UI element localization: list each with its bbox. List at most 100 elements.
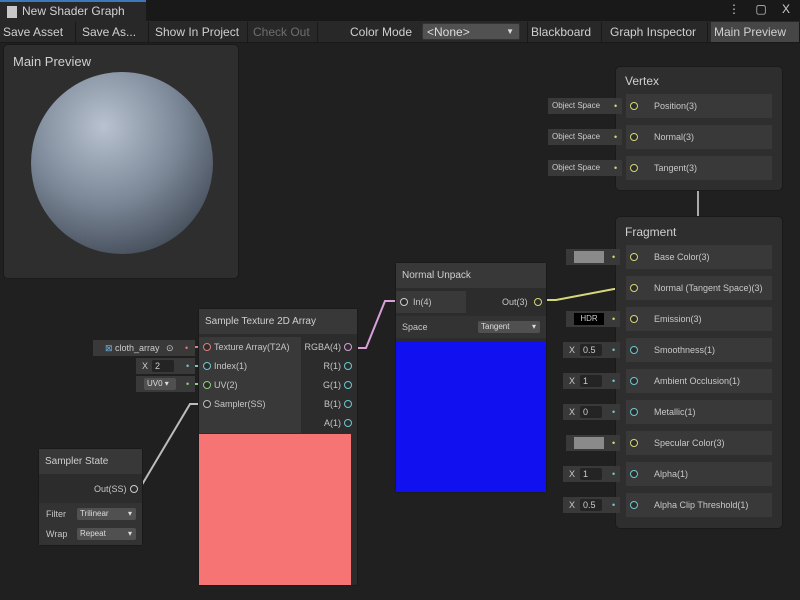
port-dot: •	[614, 132, 618, 142]
uv-value: UV0	[147, 379, 163, 388]
vertex-slot[interactable]: Position(3)	[626, 94, 772, 118]
fragment-inline-input[interactable]: HDR •	[566, 311, 620, 327]
uv-input[interactable]: UV0 ▾ •	[136, 376, 195, 392]
save-as-button[interactable]: Save As...	[79, 22, 149, 42]
wrap-value: Repeat	[80, 529, 106, 538]
slot-label: Normal(3)	[654, 132, 695, 142]
input-port[interactable]	[203, 400, 211, 408]
slot-label: Position(3)	[654, 101, 698, 111]
save-asset-button[interactable]: Save Asset	[0, 22, 76, 42]
in-port[interactable]	[400, 298, 408, 306]
color-swatch[interactable]	[574, 437, 604, 449]
slot-port[interactable]	[630, 315, 638, 323]
color-swatch[interactable]	[574, 251, 604, 263]
vertex-inline-input[interactable]: Object Space •	[548, 160, 622, 176]
texture-array-value: cloth_array	[115, 343, 160, 353]
fragment-inline-input[interactable]: X 0.5 •	[563, 497, 620, 513]
value-field[interactable]: 0.5	[580, 499, 602, 511]
out-port-label: Out(SS)	[94, 484, 127, 494]
slot-port[interactable]	[630, 408, 638, 416]
graph-inspector-button[interactable]: Graph Inspector	[607, 22, 708, 42]
fragment-slot[interactable]: Metallic(1)	[626, 400, 772, 424]
space-value: Object Space	[552, 132, 601, 141]
main-preview-panel: Main Preview	[3, 44, 239, 279]
port-dot: •	[612, 438, 616, 448]
x-label: X	[142, 361, 149, 371]
fragment-inline-input[interactable]: •	[566, 435, 620, 451]
index-input[interactable]: X 2 •	[136, 358, 195, 374]
slot-label: Metallic(1)	[654, 407, 696, 417]
input-port[interactable]	[203, 362, 211, 370]
input-port[interactable]	[203, 381, 211, 389]
blackboard-button[interactable]: Blackboard	[527, 22, 602, 42]
slot-label: Alpha(1)	[654, 469, 689, 479]
fragment-slot[interactable]: Alpha Clip Threshold(1)	[626, 493, 772, 517]
output-port[interactable]	[344, 400, 352, 408]
slot-port[interactable]	[630, 439, 638, 447]
value-field[interactable]: 1	[580, 468, 602, 480]
object-picker-icon[interactable]: ⊙	[166, 343, 174, 353]
sampler-out-port[interactable]	[130, 485, 138, 493]
check-out-button[interactable]: Check Out	[250, 22, 318, 42]
fragment-slot[interactable]: Normal (Tangent Space)(3)	[626, 276, 772, 300]
port-dot: •	[612, 469, 616, 479]
color-mode-dropdown[interactable]: <None> ▼	[422, 23, 520, 40]
filter-dropdown[interactable]: Trilinear ▾	[77, 508, 136, 520]
space-dropdown[interactable]: Tangent ▾	[478, 321, 540, 333]
vertex-slot[interactable]: Normal(3)	[626, 125, 772, 149]
sample-texture-node[interactable]: Sample Texture 2D Array Texture Array(T2…	[198, 308, 358, 586]
fragment-slot[interactable]: Alpha(1)	[626, 462, 772, 486]
normal-unpack-node[interactable]: Normal Unpack In(4) Out(3) Space Tangent…	[395, 262, 547, 493]
vertex-inline-input[interactable]: Object Space •	[548, 98, 622, 114]
slot-port[interactable]	[630, 133, 638, 141]
index-value[interactable]: 2	[152, 360, 174, 372]
slot-label: Normal (Tangent Space)(3)	[654, 283, 763, 293]
fragment-inline-input[interactable]: X 0.5 •	[563, 342, 620, 358]
sample-texture-title: Sample Texture 2D Array	[199, 309, 357, 334]
fragment-inline-input[interactable]: X 1 •	[563, 373, 620, 389]
slot-label: Alpha Clip Threshold(1)	[654, 500, 749, 510]
output-port-label: R(1)	[323, 361, 342, 371]
slot-port[interactable]	[630, 501, 638, 509]
texture-array-input[interactable]: ⊠ cloth_array ⊙ •	[93, 340, 195, 356]
fragment-slot[interactable]: Smoothness(1)	[626, 338, 772, 362]
out-port[interactable]	[534, 298, 542, 306]
fragment-slot[interactable]: Ambient Occlusion(1)	[626, 369, 772, 393]
fragment-inline-input[interactable]: •	[566, 249, 620, 265]
window-controls[interactable]: ⋮ ▢ X	[727, 2, 796, 16]
port-dot: •	[614, 101, 618, 111]
output-port[interactable]	[344, 362, 352, 370]
preview-sphere[interactable]	[31, 72, 213, 254]
output-port[interactable]	[344, 381, 352, 389]
input-port[interactable]	[203, 343, 211, 351]
slot-port[interactable]	[630, 164, 638, 172]
value-field[interactable]: 0	[580, 406, 602, 418]
show-in-project-button[interactable]: Show In Project	[152, 22, 248, 42]
value-field[interactable]: 1	[580, 375, 602, 387]
slot-port[interactable]	[630, 377, 638, 385]
fragment-inline-input[interactable]: X 1 •	[563, 466, 620, 482]
slot-port[interactable]	[630, 284, 638, 292]
uv-dropdown[interactable]: UV0 ▾	[144, 378, 176, 390]
slot-port[interactable]	[630, 470, 638, 478]
output-port[interactable]	[344, 419, 352, 427]
slot-port[interactable]	[630, 346, 638, 354]
vertex-slot[interactable]: Tangent(3)	[626, 156, 772, 180]
output-port[interactable]	[344, 343, 352, 351]
fragment-slot[interactable]: Specular Color(3)	[626, 431, 772, 455]
fragment-inline-input[interactable]: X 0 •	[563, 404, 620, 420]
wrap-dropdown[interactable]: Repeat ▾	[77, 528, 136, 540]
fragment-slot[interactable]: Emission(3)	[626, 307, 772, 331]
slot-port[interactable]	[630, 102, 638, 110]
vertex-inline-input[interactable]: Object Space •	[548, 129, 622, 145]
normal-unpack-preview	[396, 341, 546, 492]
slot-port[interactable]	[630, 253, 638, 261]
value-field[interactable]: 0.5	[580, 344, 602, 356]
sampler-state-node[interactable]: Sampler State Out(SS) Filter Trilinear ▾ …	[38, 448, 143, 546]
tab-shader-graph[interactable]: New Shader Graph	[0, 0, 146, 21]
fragment-slot[interactable]: Base Color(3)	[626, 245, 772, 269]
input-port-label: UV(2)	[214, 380, 238, 390]
dropdown-arrow-icon: ▾	[127, 509, 132, 518]
port-dot: •	[612, 314, 616, 324]
hdr-color-swatch[interactable]: HDR	[574, 313, 604, 325]
